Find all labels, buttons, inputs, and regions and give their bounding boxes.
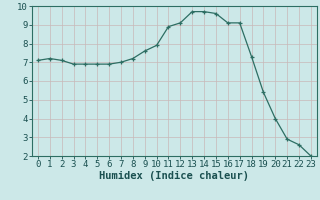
X-axis label: Humidex (Indice chaleur): Humidex (Indice chaleur) (100, 171, 249, 181)
